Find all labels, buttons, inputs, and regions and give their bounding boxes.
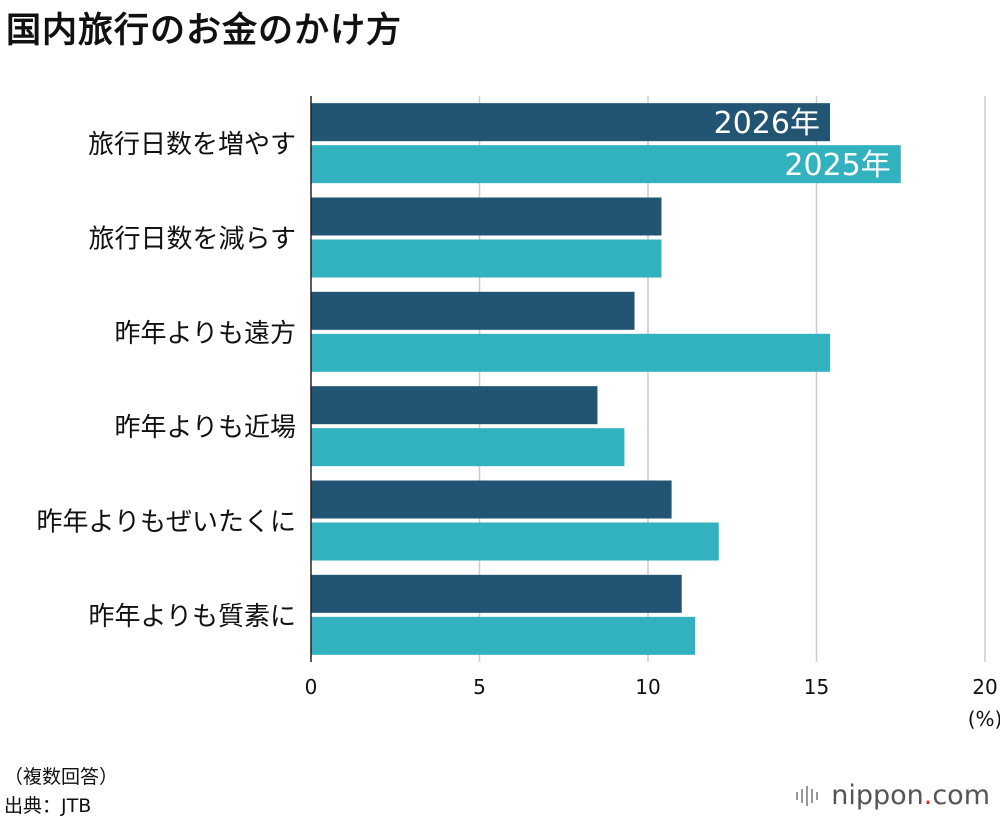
bar-series1 — [311, 480, 672, 519]
bar-series2 — [311, 616, 696, 655]
x-tick-label-20: 20 — [972, 675, 997, 699]
bar-series2 — [311, 428, 625, 467]
x-axis-unit: (%) — [968, 707, 1000, 731]
bar-series2 — [311, 522, 719, 561]
bar-series1 — [311, 291, 635, 330]
footnote-multiple-answers: （複数回答） — [4, 766, 119, 788]
logo-mark-icon — [796, 785, 819, 806]
category-label: 旅行日数を減らす — [89, 225, 296, 255]
chart-title: 国内旅行のお金のかけ方 — [6, 11, 403, 51]
logo-brand: nippon — [831, 780, 924, 811]
category-label: 昨年よりも近場 — [115, 413, 296, 443]
x-tick-label-0: 0 — [305, 675, 318, 699]
bar-series1 — [311, 197, 662, 236]
bar-series1 — [311, 386, 598, 425]
bar-series1 — [311, 574, 682, 613]
logo-tld: com — [932, 780, 990, 811]
source-note: 出典：JTB — [4, 795, 92, 817]
logo-dot: . — [923, 780, 933, 811]
category-label: 昨年よりもぜいたくに — [37, 508, 296, 538]
legend-label-series2: 2025年 — [784, 148, 890, 183]
x-tick-label-15: 15 — [804, 675, 829, 699]
category-label: 昨年よりも質素に — [89, 602, 296, 632]
bar-series2 — [311, 239, 662, 278]
x-tick-label-10: 10 — [635, 675, 660, 699]
legend-label-series1: 2026年 — [714, 106, 820, 141]
bar-series2 — [311, 145, 901, 184]
category-label: 旅行日数を増やす — [88, 130, 296, 160]
nippon-logo: nippon. com — [795, 780, 990, 811]
category-label: 昨年よりも遠方 — [115, 319, 296, 349]
bar-series2 — [311, 333, 830, 372]
x-tick-label-5: 5 — [473, 675, 486, 699]
bar-series1 — [311, 103, 830, 142]
